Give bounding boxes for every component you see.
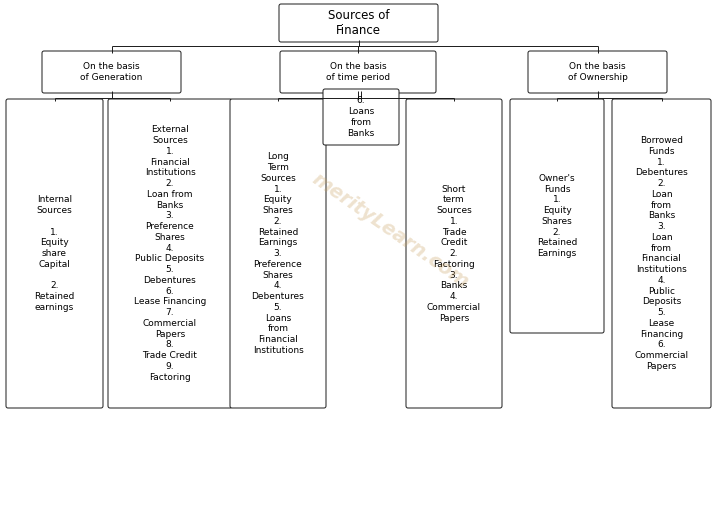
FancyBboxPatch shape [280, 51, 436, 93]
Text: merityLearn.com: merityLearn.com [308, 170, 472, 292]
Text: On the basis
of Generation: On the basis of Generation [80, 62, 143, 82]
Text: Sources of
Finance: Sources of Finance [328, 9, 389, 37]
FancyBboxPatch shape [406, 99, 502, 408]
Text: Owner's
Funds
1.
Equity
Shares
2.
Retained
Earnings: Owner's Funds 1. Equity Shares 2. Retain… [537, 174, 577, 258]
FancyBboxPatch shape [108, 99, 232, 408]
Text: On the basis
of time period: On the basis of time period [326, 62, 390, 82]
FancyBboxPatch shape [279, 4, 438, 42]
FancyBboxPatch shape [510, 99, 604, 333]
FancyBboxPatch shape [612, 99, 711, 408]
Text: Borrowed
Funds
1.
Debentures
2.
Loan
from
Banks
3.
Loan
from
Financial
Instituti: Borrowed Funds 1. Debentures 2. Loan fro… [635, 136, 688, 371]
FancyBboxPatch shape [528, 51, 667, 93]
FancyBboxPatch shape [6, 99, 103, 408]
Text: 6.
Loans
from
Banks: 6. Loans from Banks [347, 97, 374, 137]
FancyBboxPatch shape [230, 99, 326, 408]
FancyBboxPatch shape [42, 51, 181, 93]
FancyBboxPatch shape [323, 89, 399, 145]
Text: Internal
Sources

1.
Equity
share
Capital

2.
Retained
earnings: Internal Sources 1. Equity share Capital… [34, 195, 75, 312]
Text: Long
Term
Sources
1.
Equity
Shares
2.
Retained
Earnings
3.
Preference
Shares
4.
: Long Term Sources 1. Equity Shares 2. Re… [252, 152, 305, 355]
Text: External
Sources
1.
Financial
Institutions
2.
Loan from
Banks
3.
Preference
Shar: External Sources 1. Financial Institutio… [134, 125, 206, 382]
Text: On the basis
of Ownership: On the basis of Ownership [568, 62, 627, 82]
Text: Short
term
Sources
1.
Trade
Credit
2.
Factoring
3.
Banks
4.
Commercial
Papers: Short term Sources 1. Trade Credit 2. Fa… [427, 184, 481, 322]
